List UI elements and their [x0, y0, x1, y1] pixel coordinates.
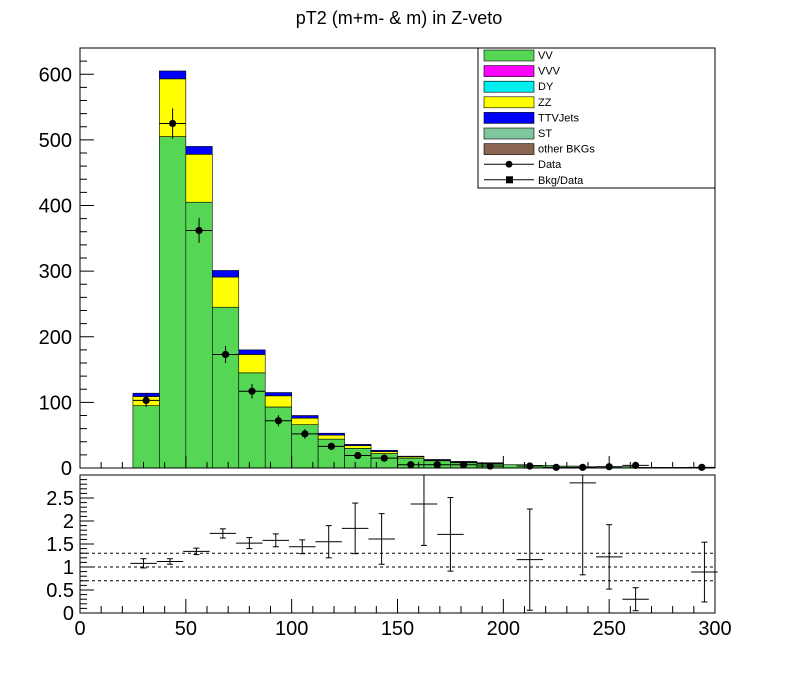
ratio-y-tick-label: 1.5: [46, 534, 74, 556]
stack-bar-vv: [211, 306, 240, 469]
data-point: [407, 461, 415, 469]
y-tick-label: 300: [39, 261, 72, 283]
legend-label: ST: [538, 128, 552, 140]
legend-label: other BKGs: [538, 144, 595, 156]
data-point: [552, 463, 560, 471]
x-tick-label: 250: [592, 618, 625, 640]
data-point: [169, 119, 177, 128]
data-point: [380, 454, 388, 462]
legend-label: TTVJets: [538, 112, 579, 124]
data-point: [698, 463, 706, 471]
data-point: [195, 226, 203, 235]
x-tick-label: 200: [487, 618, 520, 640]
y-tick-label: 400: [39, 196, 72, 218]
stack-bar-ttvjets: [264, 392, 292, 397]
y-tick-label: 600: [39, 64, 72, 86]
legend-marker-circle: [505, 160, 513, 168]
ratio-y-tick-label: 2: [63, 511, 74, 533]
data-point: [274, 417, 283, 425]
stack-bar-zz: [238, 354, 266, 374]
data-point: [579, 463, 587, 471]
stack-bar-ttvjets: [317, 432, 345, 436]
ratio-frame: [79, 474, 716, 614]
data-point: [301, 430, 309, 438]
legend-marker-square: [506, 176, 513, 184]
stack-bar-ttvjets: [291, 415, 319, 419]
y-tick-label: 500: [39, 130, 72, 152]
ratio-y-tick-label: 0.5: [46, 580, 74, 602]
data-point: [460, 461, 468, 469]
legend-swatch: [483, 49, 535, 62]
x-tick-label: 50: [175, 618, 197, 640]
data-point: [433, 461, 441, 469]
legend-label: ZZ: [538, 97, 552, 109]
stack-bar-vv: [132, 405, 160, 469]
stack-bar-ttvjets: [159, 70, 187, 80]
data-point: [327, 442, 335, 450]
chart-title: pT2 (m+m- & m) in Z-veto: [296, 8, 503, 28]
x-tick-label: 100: [275, 618, 308, 640]
data-point: [248, 387, 256, 395]
stack-bar-zz: [317, 434, 345, 440]
ratio-y-tick-label: 1: [63, 557, 74, 579]
legend-swatch: [483, 112, 535, 124]
stack-bar-zz: [211, 276, 240, 308]
ratio-panel: 00.511.522.5 0 50 100 150 200 250 300: [46, 474, 732, 640]
y-tick-label: 0: [61, 458, 72, 480]
stack-bar-ttvjets: [238, 349, 266, 355]
x-tick-label: 300: [698, 618, 731, 640]
data-point: [486, 462, 494, 470]
legend-swatch: [483, 65, 535, 77]
stack-bar-ttvjets: [211, 270, 240, 278]
stack-bar-ttvjets: [397, 455, 425, 458]
legend-label: VV: [538, 50, 553, 62]
stack-bar-zz: [185, 154, 213, 203]
stack-bar-zz: [264, 395, 292, 408]
x-tick-label: 0: [74, 618, 85, 640]
legend-label: DY: [538, 81, 554, 93]
legend-swatch: [483, 143, 535, 155]
legend-label: VVV: [538, 66, 561, 78]
data-point: [526, 462, 534, 470]
data-point: [142, 396, 150, 405]
stack-bar-ttvjets: [344, 444, 372, 446]
y-tick-label: 100: [39, 392, 72, 414]
data-point: [354, 451, 362, 460]
ratio-y-tick-label: 2.5: [46, 488, 74, 510]
stack-bar-ttvjets: [423, 459, 451, 461]
legend-swatch: [483, 127, 535, 140]
main-panel: 0 100 200 300 400 500 600: [39, 47, 716, 480]
stack-bar-zz: [291, 417, 319, 425]
stack-bar-ttvjets: [370, 449, 398, 452]
stack-bar-vv: [159, 136, 187, 469]
y-tick-label: 200: [39, 327, 72, 349]
legend-label: Data: [538, 159, 562, 171]
legend-swatch: [483, 96, 535, 109]
x-tick-label: 150: [381, 618, 414, 640]
ratio-y-tick-label: 0: [63, 603, 74, 625]
legend-swatch: [483, 80, 535, 93]
data-point: [221, 350, 230, 359]
stack-bar-ttvjets: [185, 146, 213, 155]
legend-label: Bkg/Data: [538, 175, 584, 187]
stack-bar-zz: [344, 445, 372, 449]
data-point: [632, 461, 640, 469]
